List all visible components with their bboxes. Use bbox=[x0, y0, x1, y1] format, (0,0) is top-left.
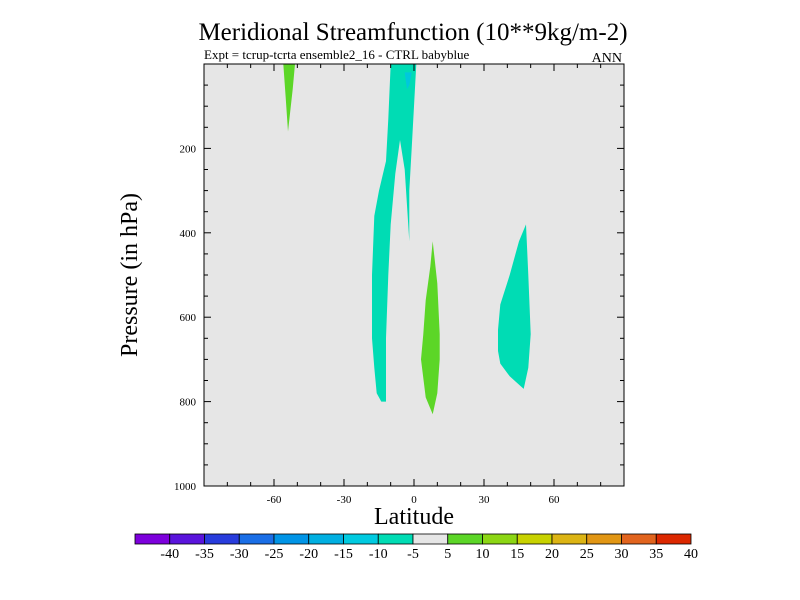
colorbar-label: -30 bbox=[230, 547, 249, 562]
colorbar-label: 40 bbox=[684, 547, 698, 562]
contour-region-negative-10-5-tropical-column bbox=[372, 64, 417, 402]
plot-area bbox=[204, 64, 624, 486]
colorbar-label: -25 bbox=[265, 547, 284, 562]
colorbar-label: -20 bbox=[299, 547, 318, 562]
colorbar-swatch bbox=[447, 533, 483, 545]
y-tick-label: 200 bbox=[180, 143, 197, 155]
chart-title: Meridional Streamfunction (10**9kg/m-2) bbox=[198, 19, 627, 46]
colorbar-swatch bbox=[134, 533, 171, 545]
contour-region-positive-5-10-upper-sh bbox=[283, 64, 295, 132]
contour-region-positive-5-10-tropical bbox=[421, 241, 440, 415]
colorbar-label: -35 bbox=[195, 547, 214, 562]
colorbar-label: 5 bbox=[444, 547, 451, 562]
colorbar-label: 10 bbox=[476, 547, 490, 562]
colorbar-swatch bbox=[551, 533, 588, 545]
colorbar-swatch bbox=[586, 533, 622, 545]
y-tick-label: 600 bbox=[180, 312, 197, 324]
x-axis-label: Latitude bbox=[374, 504, 454, 530]
contour-regions bbox=[283, 64, 531, 415]
colorbar-label: -5 bbox=[407, 547, 419, 562]
colorbar-swatch bbox=[377, 533, 414, 545]
colorbar-label: 25 bbox=[580, 547, 594, 562]
colorbar: -40 -35 -30 -25 -20 -15 -10 -5 5 10 15 20 25 30 35 40 bbox=[134, 533, 698, 562]
colorbar-label: 30 bbox=[615, 547, 629, 562]
y-axis-label: Pressure (in hPa) bbox=[117, 193, 143, 357]
colorbar-label: 20 bbox=[545, 547, 559, 562]
season-label: ANN bbox=[592, 51, 622, 66]
colorbar-swatch bbox=[169, 533, 205, 545]
contour-region-negative-10-5-midlat-nh bbox=[498, 224, 531, 389]
colorbar-swatch bbox=[655, 533, 692, 545]
colorbar-swatch bbox=[621, 533, 657, 545]
colorbar-swatch bbox=[482, 533, 518, 545]
colorbar-swatch bbox=[204, 533, 240, 545]
colorbar-label: -10 bbox=[369, 547, 388, 562]
x-tick-label: -30 bbox=[337, 494, 352, 506]
colorbar-swatch bbox=[308, 533, 344, 545]
x-tick-label: 60 bbox=[549, 494, 561, 506]
chart-subtitle: Expt = tcrup-tcrta ensemble2_16 - CTRL b… bbox=[204, 47, 470, 62]
x-tick-label: 30 bbox=[479, 494, 491, 506]
colorbar-label: -15 bbox=[334, 547, 353, 562]
colorbar-label: 15 bbox=[510, 547, 524, 562]
y-tick-labels: 200 400 600 800 1000 bbox=[174, 143, 197, 493]
y-tick-label: 800 bbox=[180, 397, 197, 409]
contour-region-negative-15-10-tropical-core bbox=[404, 72, 412, 90]
colorbar-label: 35 bbox=[649, 547, 663, 562]
colorbar-swatch bbox=[343, 533, 379, 545]
colorbar-swatch bbox=[412, 533, 449, 545]
y-tick-label: 1000 bbox=[174, 481, 197, 493]
x-tick-label: -60 bbox=[267, 494, 282, 506]
x-tick-labels: -60 -30 0 30 60 bbox=[267, 494, 560, 506]
colorbar-swatch bbox=[516, 533, 553, 545]
colorbar-label: -40 bbox=[160, 547, 179, 562]
colorbar-swatch bbox=[238, 533, 275, 545]
y-tick-label: 400 bbox=[180, 228, 197, 240]
colorbar-swatch bbox=[273, 533, 310, 545]
x-tick-label: 0 bbox=[411, 494, 417, 506]
axis-ticks bbox=[203, 64, 625, 486]
